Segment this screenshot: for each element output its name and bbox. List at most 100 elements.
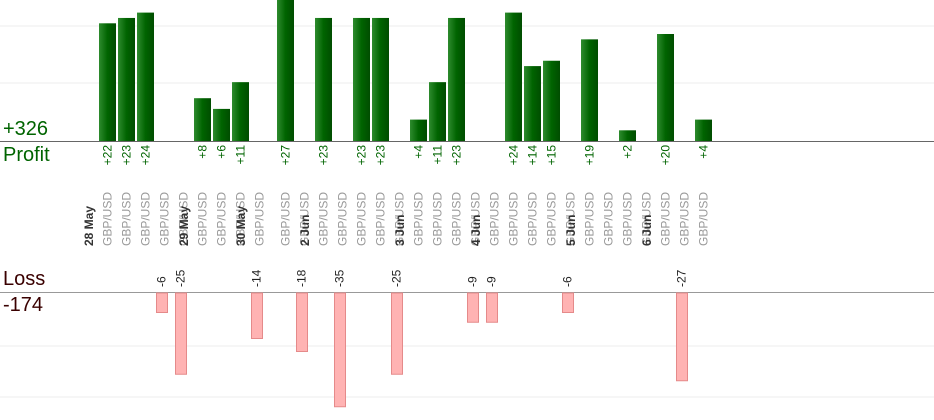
profit-bar [695, 119, 712, 141]
profit-value-label: +23 [450, 145, 464, 166]
profit-bar [353, 17, 370, 142]
loss-value-label: -35 [333, 269, 347, 287]
profit-bar [505, 12, 522, 141]
instrument-label: GBP/USD [196, 192, 210, 246]
profit-bar [543, 60, 560, 141]
profit-bar [581, 39, 598, 141]
instrument-label: GBP/USD [158, 192, 172, 246]
instrument-label: GBP/USD [602, 192, 616, 246]
loss-bar [251, 292, 263, 339]
date-label: 4 Jun [469, 215, 483, 246]
instrument-label: GBP/USD [678, 192, 692, 246]
instrument-label: GBP/USD [469, 192, 483, 246]
instrument-label: GBP/USD [101, 192, 115, 246]
loss-bar [676, 292, 688, 382]
profit-value-label: +23 [355, 145, 369, 166]
profit-bar [213, 108, 230, 141]
profit-value-label: +24 [507, 145, 521, 166]
instrument-label: GBP/USD [336, 192, 350, 246]
instrument-label: GBP/USD [412, 192, 426, 246]
loss-value-label: -18 [295, 269, 309, 287]
profit-label: Profit [3, 144, 50, 166]
instrument-label: GBP/USD [279, 192, 293, 246]
profit-value-label: +11 [431, 145, 445, 165]
profit-bar [524, 66, 541, 141]
instrument-label: GBP/USD [697, 192, 711, 246]
instrument-label: GBP/USD [583, 192, 597, 246]
instrument-label: GBP/USD [526, 192, 540, 246]
instrument-label: GBP/USD [215, 192, 229, 246]
date-label: 29 May [177, 206, 191, 246]
instrument-label: GBP/USD [177, 192, 191, 246]
instrument-label: GBP/USD [564, 192, 578, 246]
date-label: 30 May [234, 206, 248, 246]
instrument-label: GBP/USD [253, 192, 267, 246]
profit-bar [232, 82, 249, 141]
loss-value-label: -27 [675, 269, 689, 287]
instrument-label: GBP/USD [139, 192, 153, 246]
profit-bar [137, 12, 154, 141]
profit-bar [429, 82, 446, 141]
instrument-label: GBP/USD [393, 192, 407, 246]
profit-bar [448, 17, 465, 142]
instrument-label: GBP/USD [234, 192, 248, 246]
profit-value-label: +20 [659, 145, 673, 166]
instrument-label: GBP/USD [374, 192, 388, 246]
instrument-label: GBP/USD [120, 192, 134, 246]
loss-value-label: -6 [561, 276, 575, 287]
loss-bar [467, 292, 479, 323]
profit-value-label: +4 [697, 145, 711, 159]
loss-bar [175, 292, 187, 375]
profit-value-label: +6 [215, 145, 229, 159]
profit-value-label: +23 [120, 145, 134, 166]
profit-bar [657, 34, 674, 141]
loss-value-label: -25 [390, 269, 404, 287]
instrument-label: GBP/USD [545, 192, 559, 246]
profit-value-label: +22 [101, 145, 115, 166]
profit-value-label: +27 [279, 145, 293, 166]
loss-value-label: -6 [155, 276, 169, 287]
profit-bar [315, 17, 332, 142]
loss-label: Loss [3, 268, 46, 290]
profit-value-label: +4 [412, 145, 426, 159]
profit-value-label: +19 [583, 145, 597, 166]
profit-bar [99, 23, 116, 141]
profit-value-label: +15 [545, 145, 559, 166]
profit-value-label: +23 [317, 145, 331, 166]
loss-value-label: -9 [485, 276, 499, 287]
loss-bar [562, 292, 574, 313]
profit-value-label: +8 [196, 145, 210, 159]
profit-total: +326 [3, 118, 49, 140]
profit-bar [277, 0, 294, 141]
profit-bar [372, 17, 389, 142]
profit-value-label: +23 [374, 145, 388, 166]
profit-value-label: +14 [526, 145, 540, 166]
loss-bar [296, 292, 308, 352]
instrument-label: GBP/USD [450, 192, 464, 246]
date-label: 3 Jun [393, 215, 407, 246]
instrument-label: GBP/USD [621, 192, 635, 246]
loss-bar [391, 292, 403, 375]
profit-bar [118, 17, 135, 142]
profit-bar [194, 98, 211, 141]
instrument-label: GBP/USD [431, 192, 445, 246]
loss-total: -174 [3, 294, 44, 316]
profit-bar [410, 119, 427, 141]
instrument-label: GBP/USD [640, 192, 654, 246]
instrument-label: GBP/USD [659, 192, 673, 246]
loss-bar [486, 292, 498, 323]
date-label: 28 May [82, 206, 96, 246]
profit-value-label: +11 [234, 145, 248, 165]
instrument-label: GBP/USD [317, 192, 331, 246]
instrument-label: GBP/USD [507, 192, 521, 246]
loss-value-label: -14 [250, 269, 264, 287]
instrument-label: GBP/USD [298, 192, 312, 246]
loss-bar [156, 292, 168, 313]
profit-value-label: +24 [139, 145, 153, 166]
date-label: 5 Jun [564, 215, 578, 246]
loss-value-label: -9 [466, 276, 480, 287]
loss-value-label: -25 [174, 269, 188, 287]
instrument-label: GBP/USD [488, 192, 502, 246]
profit-value-label: +2 [621, 145, 635, 159]
